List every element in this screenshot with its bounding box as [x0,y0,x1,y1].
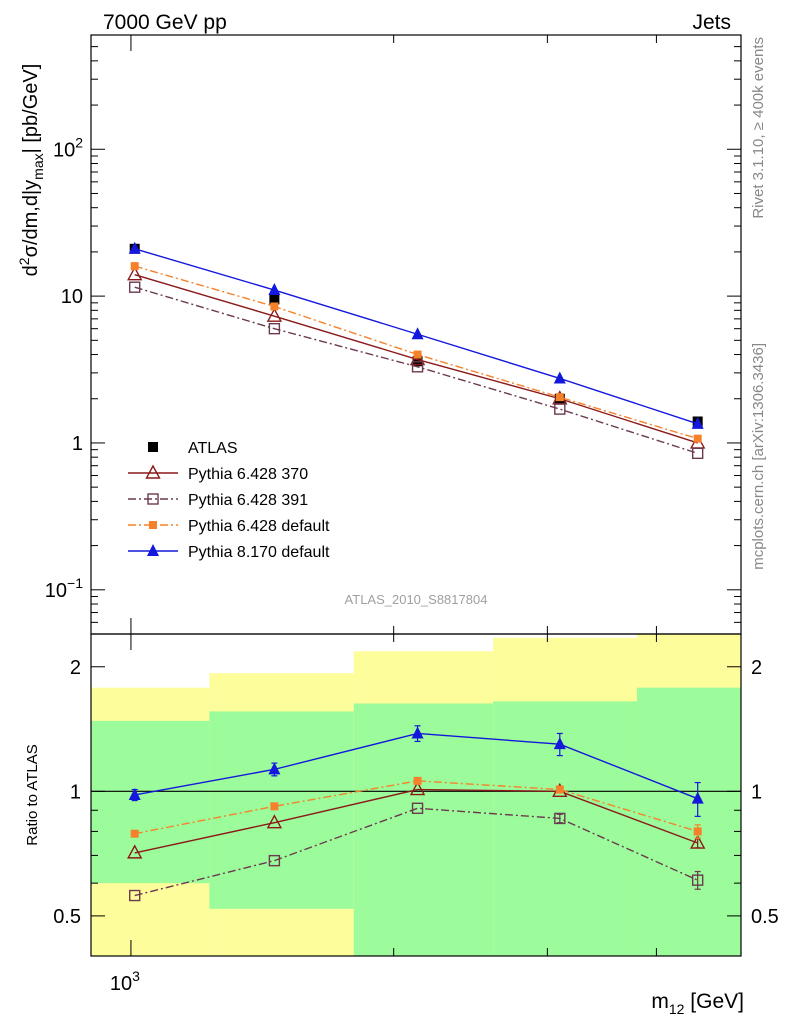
ratio-uncertainty-bands [91,634,741,956]
ratio-series-p6def [130,776,702,839]
ratio-point-p391 [691,874,704,886]
ratio-point-p8def [553,737,566,750]
ratio-point-p8def [128,787,141,800]
main-series-p6def [130,262,702,443]
rivet-version-label: Rivet 3.1.10, ≥ 400k events [750,37,767,219]
ratio-point-p8def [411,726,424,739]
ratio-point-p391 [268,854,281,867]
ratio-point-p391 [129,889,141,902]
main-point-p6def [555,393,564,402]
main-series-p391 [129,281,704,460]
ratio-y-tick-label-right: 0.5 [751,906,779,928]
main-point-p391 [691,447,704,460]
main-point-p8def [411,327,424,340]
x-axis-label: m12 [GeV] [651,990,744,1017]
main-point-p391 [129,281,141,293]
ratio-frame [90,633,742,957]
main-point-p8def [128,241,141,254]
ratio-point-p8def [691,791,704,804]
ratio-series-p391 [129,802,704,902]
analysis-id-label: ATLAS_2010_S8817804 [345,592,488,607]
ratio-point-p370 [409,781,426,796]
ratio-point-p6def [270,802,279,811]
main-point-p6def [693,434,702,443]
inner-band-bin [636,687,741,956]
main-point-p391 [268,322,281,335]
main-series-line-p391 [134,286,698,454]
main-point-p6def [413,350,422,359]
main-y-tick-label: 102 [53,134,83,161]
ratio-point-p8def [268,762,281,775]
legend-item-p8def: Pythia 8.170 default [128,544,330,561]
ratio-point-p6def [130,829,139,838]
legend-marker-p6def [149,521,157,529]
legend-marker-atlas [148,442,158,452]
ratio-series-group [127,725,706,902]
legend-item-p391: Pythia 6.428 391 [128,492,308,509]
main-series-group [127,241,706,460]
inner-band-bin [493,701,637,956]
legend-item-p6def: Pythia 6.428 default [128,518,330,535]
legend: ATLAS Pythia 6.428 370 Pythia 6.428 391 Pyt… [128,440,330,561]
legend-label-p8def: Pythia 8.170 default [188,544,330,561]
ratio-series-line-p370 [134,788,698,854]
header-process-label: Jets [692,11,731,34]
legend-item-atlas: ATLAS [148,440,238,457]
ratio-point-p391 [411,802,424,814]
ratio-point-p370 [266,814,283,829]
ratio-point-p6def [413,776,422,785]
ratio-y-tick-label: 2 [70,657,81,679]
main-y-axis-label: d2σ/dm,d|ymax| [pb/GeV] [16,64,46,277]
main-point-p370 [127,266,143,281]
main-point-p391 [554,403,566,415]
main-point-p8def [553,371,566,384]
ratio-y-tick-label-right: 1 [751,781,762,803]
main-point-p6def [270,302,279,311]
main-point-atlas [269,294,280,305]
axes-group: 10−1 1 10 102 0.5 0.5 1 1 2 2 103 [45,34,779,995]
legend-label-atlas: ATLAS [188,440,238,457]
main-point-p8def [268,283,281,296]
main-point-p391 [411,361,424,373]
ratio-y-tick-label: 1 [70,781,81,803]
legend-label-p6def: Pythia 6.428 default [188,518,330,535]
inner-band-bin [91,720,210,884]
mcplots-source-label: mcplots.cern.ch [arXiv:1306.3436] [750,343,767,570]
ratio-series-p8def [128,725,704,817]
x-tick-label: 103 [110,968,140,995]
ratio-y-axis-label: Ratio to ATLAS [24,744,41,845]
main-point-p8def [691,416,704,429]
ratio-point-p6def [555,785,564,794]
main-point-p6def [130,262,139,271]
main-y-tick-label: 1 [72,433,83,455]
main-series-line-p370 [134,273,698,444]
header-energy-label: 7000 GeV pp [103,11,227,34]
main-series-line-p6def [134,265,698,440]
ratio-point-p370 [127,844,143,859]
inner-band-bin [353,703,494,956]
ratio-y-tick-label-right: 2 [751,657,762,679]
legend-label-p370: Pythia 6.428 370 [188,466,308,483]
main-y-tick-label: 10 [61,286,83,308]
main-point-p370 [266,307,283,322]
legend-marker-p370 [145,464,161,479]
legend-marker-p391 [147,493,159,505]
ratio-y-tick-label: 0.5 [53,906,81,928]
legend-item-p370: Pythia 6.428 370 [128,464,308,483]
ratio-point-p6def [693,827,702,836]
legend-label-p391: Pythia 6.428 391 [188,492,308,509]
inner-band-bin [209,711,354,909]
ratio-point-p370 [690,834,706,849]
ratio-point-p391 [554,812,566,825]
main-y-tick-label: 10−1 [45,575,83,602]
main-series-p8def [128,241,704,429]
legend-marker-p8def [147,544,159,556]
